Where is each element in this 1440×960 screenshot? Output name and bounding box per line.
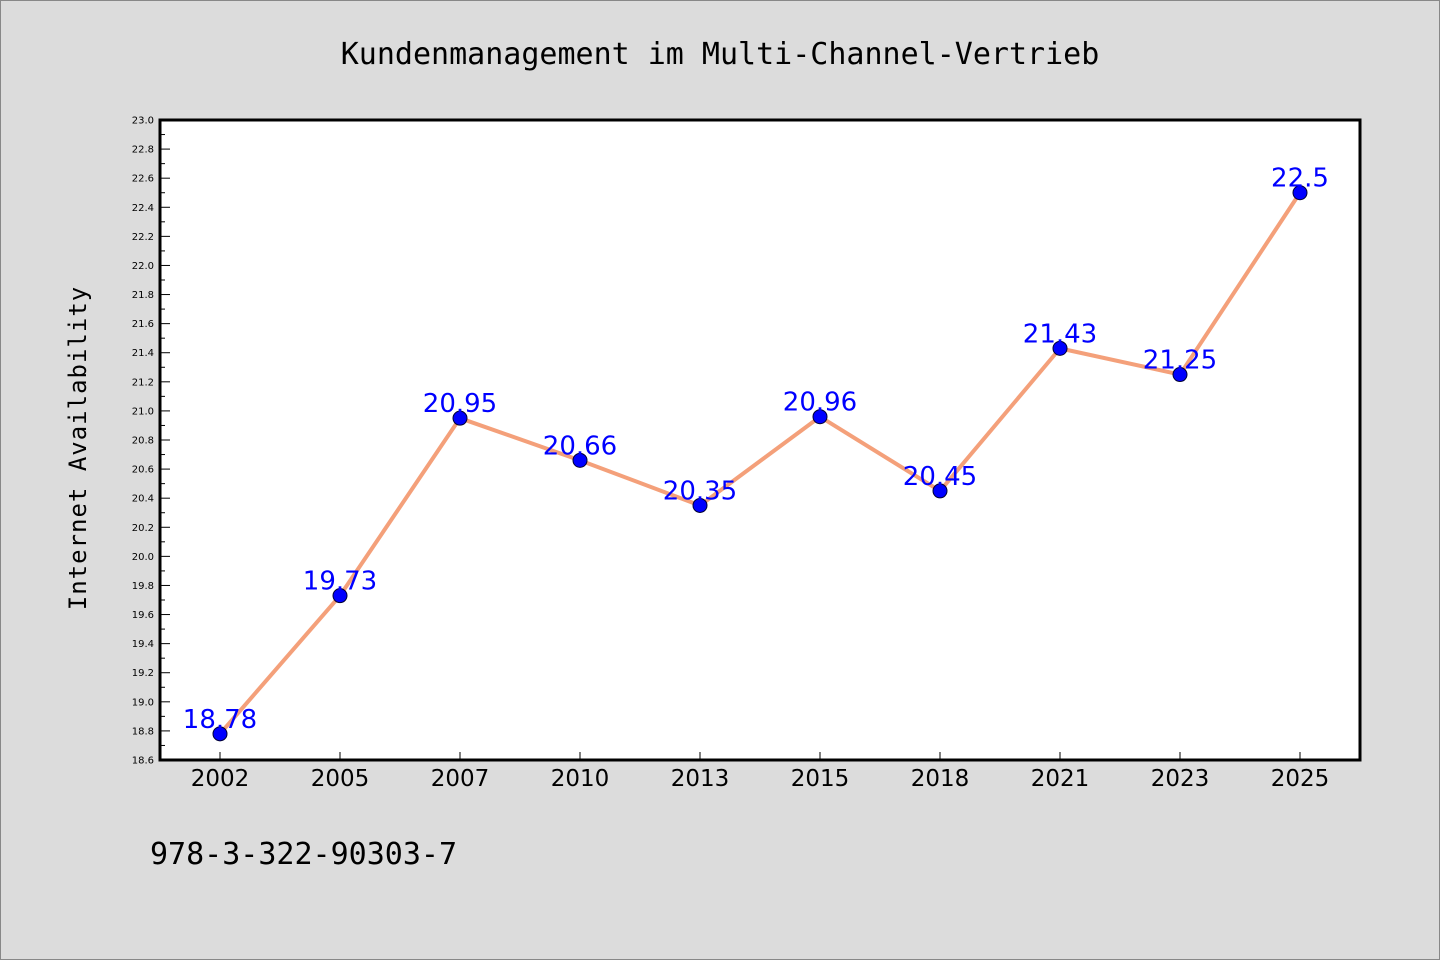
data-label: 20.35 <box>663 476 737 506</box>
y-tick-label: 20.8 <box>132 436 154 447</box>
data-point <box>692 497 708 513</box>
y-tick-label: 22.0 <box>132 261 154 272</box>
data-point <box>812 409 828 425</box>
plot-area <box>158 118 1362 762</box>
data-label: 19.73 <box>303 567 377 597</box>
isbn-footnote: 978-3-322-90303-7 <box>150 837 457 872</box>
data-label: 20.66 <box>543 431 617 461</box>
y-tick-label: 20.0 <box>132 552 154 563</box>
y-tick-label: 19.6 <box>132 610 154 621</box>
data-point <box>932 483 948 499</box>
y-axis-label: Internet Availability <box>64 286 92 610</box>
chart-title: Kundenmanagement im Multi-Channel-Vertri… <box>341 37 1100 72</box>
x-tick-label: 2002 <box>191 766 250 792</box>
y-tick-label: 19.0 <box>132 697 154 708</box>
y-tick-label: 23.0 <box>132 116 154 127</box>
x-axis: 2002 2005 2007 2010 2013 2015 2018 2021 2023 2025 <box>191 752 1330 792</box>
y-tick-label: 18.6 <box>132 756 154 767</box>
data-label: 18.78 <box>183 705 257 735</box>
y-tick-label: 18.8 <box>132 726 154 737</box>
x-tick-label: 2023 <box>1151 766 1210 792</box>
y-tick-label: 21.6 <box>132 319 154 330</box>
data-point <box>1292 185 1308 201</box>
data-point <box>212 726 228 742</box>
data-point <box>452 410 468 426</box>
data-point <box>1052 340 1068 356</box>
data-label: 21.25 <box>1143 346 1217 376</box>
data-label: 21.43 <box>1023 319 1097 349</box>
x-tick-label: 2010 <box>551 766 610 792</box>
y-tick-label: 21.2 <box>132 377 154 388</box>
y-tick-label: 21.4 <box>132 348 154 359</box>
x-tick-label: 2007 <box>431 766 490 792</box>
data-label: 22.5 <box>1271 164 1329 194</box>
y-tick-label: 20.2 <box>132 523 154 534</box>
y-tick-label: 19.4 <box>132 639 154 650</box>
data-point <box>1172 367 1188 383</box>
y-tick-label: 19.2 <box>132 668 154 679</box>
series-line-group <box>218 190 1302 736</box>
x-tick-label: 2021 <box>1031 766 1090 792</box>
data-label: 20.96 <box>783 388 857 418</box>
y-tick-label: 20.6 <box>132 465 154 476</box>
y-tick-label: 22.4 <box>132 203 154 214</box>
x-tick-label: 2005 <box>311 766 370 792</box>
y-tick-label: 22.8 <box>132 145 154 156</box>
x-tick-label: 2025 <box>1271 766 1330 792</box>
data-label: 20.45 <box>903 462 977 492</box>
y-tick-label: 21.0 <box>132 406 154 417</box>
y-tick-label: 22.2 <box>132 232 154 243</box>
y-tick-label: 20.4 <box>132 494 154 505</box>
data-markers <box>212 185 1308 742</box>
data-labels: 18.78 19.73 20.95 20.66 20.35 20.96 20.45 21.43… <box>183 164 1329 735</box>
data-point <box>572 452 588 468</box>
data-label: 20.95 <box>423 389 497 419</box>
y-tick-label: 22.6 <box>132 174 154 185</box>
y-tick-label: 19.8 <box>132 581 154 592</box>
x-tick-label: 2018 <box>911 766 970 792</box>
y-axis: 18.6 18.8 19.0 19.2 19.4 19.6 19.8 20.0 20.2 20.4… <box>132 116 170 767</box>
data-point <box>332 588 348 604</box>
y-tick-label: 21.8 <box>132 290 154 301</box>
series-line <box>218 190 1302 736</box>
x-tick-label: 2013 <box>671 766 730 792</box>
x-tick-label: 2015 <box>791 766 850 792</box>
